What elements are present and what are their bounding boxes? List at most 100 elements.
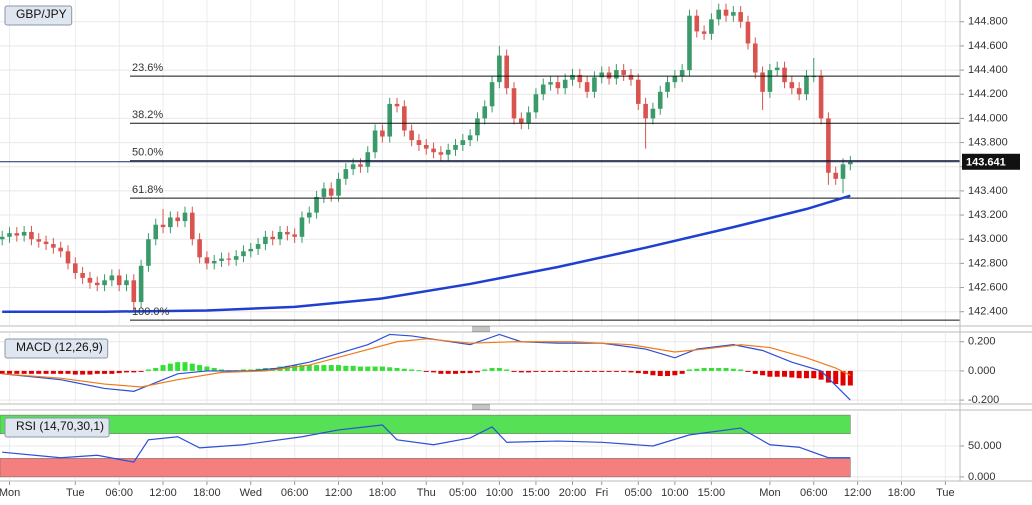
macd-histogram-bar (533, 370, 539, 372)
y-tick-label: 50.000 (968, 440, 1002, 452)
macd-histogram-bar (811, 370, 817, 379)
candle-body (285, 231, 290, 235)
candle-body (716, 9, 722, 20)
candle-body (387, 103, 393, 137)
macd-histogram-bar (694, 368, 700, 371)
y-tick-label: 143.000 (968, 233, 1008, 245)
macd-histogram-bar (7, 370, 13, 374)
macd-histogram-bar (306, 365, 312, 371)
fib-label: 50.0% (132, 147, 163, 159)
macd-histogram-bar (482, 369, 488, 371)
candle-body (87, 277, 93, 283)
indicator-label: GBP/JPY (16, 7, 67, 21)
resize-handle[interactable] (472, 326, 490, 332)
candle-body (241, 251, 246, 257)
candle-body (365, 152, 371, 167)
macd-histogram-bar (28, 370, 34, 374)
candle-body (372, 130, 378, 153)
macd-histogram-bar (511, 370, 517, 372)
candle-body (189, 212, 195, 240)
macd-histogram-bar (109, 370, 115, 374)
candle-body (197, 239, 202, 258)
rsi-band (0, 458, 851, 478)
indicator-label: MACD (12,26,9) (16, 340, 103, 354)
labels: 142.400 142.600 142.800 143.000 143.200 143.4… (0, 5, 1020, 499)
candle-body (738, 12, 743, 22)
candle-body (540, 84, 546, 95)
x-tick-label: Wed (240, 487, 262, 499)
macd-histogram-bar (197, 365, 203, 371)
candle-body (635, 79, 641, 104)
macd-histogram-bar (80, 370, 86, 375)
macd-histogram-bar (65, 370, 71, 374)
macd-histogram-bar (50, 370, 56, 374)
macd-histogram-bar (123, 370, 129, 373)
indicator-badge (4, 5, 73, 26)
macd-histogram-bar (72, 370, 78, 375)
macd-histogram-bar (409, 369, 415, 371)
candle-body (146, 239, 151, 266)
candle-body (628, 74, 634, 80)
x-tick-label: Mon (0, 487, 20, 499)
candle-body (833, 172, 839, 179)
candle-body (804, 76, 809, 95)
macd-histogram-bar (760, 370, 766, 376)
candle-body (0, 236, 5, 240)
candle-body (21, 231, 27, 236)
candle-body (519, 118, 524, 124)
x-tick-label: 18:00 (369, 487, 397, 499)
candle-body (211, 260, 217, 264)
candle-body (58, 247, 63, 252)
candle-body (745, 21, 751, 44)
candle-body (679, 70, 685, 77)
macd-histogram-bar (847, 370, 853, 386)
macd-histogram-bar (0, 370, 5, 374)
candle-body (665, 82, 670, 92)
candle-body (826, 118, 831, 173)
candle-body (789, 82, 795, 89)
candle-body (402, 106, 407, 131)
macd-histogram-bar (540, 370, 546, 372)
macd-histogram-bar (774, 370, 780, 377)
candle-body (409, 130, 414, 141)
fib-label: 61.8% (132, 184, 163, 196)
x-tick-label: Tue (936, 487, 955, 499)
macd-histogram-bar (613, 370, 619, 372)
macd-histogram-bar (401, 368, 407, 371)
x-tick-label: 12:00 (844, 487, 872, 499)
y-tick-label: 144.000 (968, 112, 1008, 124)
macd-histogram-bar (58, 370, 64, 374)
candle-body (109, 275, 115, 281)
macd-histogram-bar (299, 365, 305, 371)
candle-body (153, 224, 159, 240)
candle-body (650, 108, 656, 119)
resize-handle[interactable] (472, 404, 490, 410)
candle-body (453, 144, 458, 150)
candle-body (255, 244, 261, 249)
candle-body (577, 74, 583, 83)
macd-histogram-bar (431, 370, 437, 373)
macd-histogram-bar (240, 369, 246, 371)
macd-histogram-bar (643, 370, 649, 374)
y-tick-label: 144.800 (968, 16, 1008, 28)
macd-histogram-bar (782, 370, 788, 377)
candle-body (248, 248, 254, 252)
candle-body (314, 196, 319, 213)
macd-histogram-bar (577, 370, 583, 372)
candle-body (394, 103, 400, 107)
candle-body (73, 263, 78, 274)
candle-body (299, 217, 305, 237)
candle-body (226, 258, 232, 260)
candle-body (423, 144, 429, 149)
macd-histogram-bar (599, 370, 605, 372)
candle-body (431, 148, 436, 153)
candle-body (511, 88, 517, 119)
macd-histogram-bar (211, 368, 217, 371)
macd-histogram-bar (686, 369, 692, 371)
candle-body (358, 164, 363, 167)
macd-histogram-bar (767, 370, 773, 377)
candle-body (219, 258, 224, 261)
macd-histogram-bar (21, 370, 27, 374)
candle-body (584, 82, 590, 92)
candle-body (80, 273, 85, 278)
